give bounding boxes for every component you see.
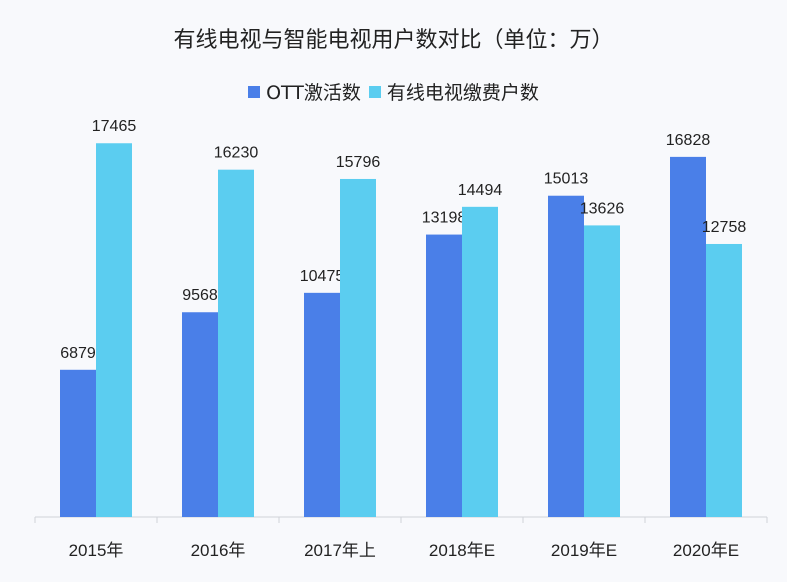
legend-swatch-ott bbox=[248, 85, 261, 98]
data-label-ott: 6879 bbox=[60, 345, 96, 362]
bar-ott bbox=[670, 156, 706, 517]
bar-ott bbox=[426, 234, 462, 517]
data-label-cable: 13626 bbox=[580, 200, 625, 217]
data-label-cable: 12758 bbox=[702, 219, 747, 236]
bar-cable bbox=[584, 225, 620, 517]
bar-cable bbox=[218, 169, 254, 518]
data-label-ott: 9568 bbox=[182, 287, 218, 304]
x-tick-label: 2019年E bbox=[551, 541, 617, 560]
x-tick-label: 2020年E bbox=[673, 541, 739, 560]
data-label-ott: 10475 bbox=[300, 268, 345, 285]
data-label-cable: 17465 bbox=[92, 118, 137, 135]
bar-ott bbox=[304, 292, 340, 517]
bar-ott bbox=[60, 369, 96, 517]
chart-title: 有线电视与智能电视用户数对比（单位：万） bbox=[173, 28, 614, 53]
data-label-ott: 13198 bbox=[422, 210, 467, 227]
bar-ott bbox=[548, 195, 584, 517]
legend-item-ott: OTT激活数 bbox=[248, 78, 361, 105]
x-tick-label: 2018年E bbox=[429, 541, 495, 560]
legend-label-cable: 有线电视缴费户数 bbox=[386, 82, 539, 104]
data-label-ott: 15013 bbox=[544, 171, 589, 188]
x-tick-label: 2015年 bbox=[69, 541, 124, 560]
data-label-cable: 16230 bbox=[214, 145, 259, 162]
legend: OTT激活数 有线电视缴费户数 bbox=[0, 78, 787, 105]
legend-item-cable: 有线电视缴费户数 bbox=[368, 78, 539, 105]
x-tick-label: 2016年 bbox=[191, 541, 246, 560]
legend-swatch-cable bbox=[368, 85, 381, 98]
data-label-cable: 15796 bbox=[336, 154, 381, 171]
data-label-ott: 16828 bbox=[666, 132, 711, 149]
bar-ott bbox=[182, 312, 218, 517]
data-label-cable: 14494 bbox=[458, 182, 503, 199]
x-tick-label: 2017年上 bbox=[304, 541, 376, 560]
legend-label-ott: OTT激活数 bbox=[266, 82, 361, 104]
bar-cable bbox=[706, 243, 742, 517]
bar-cable bbox=[96, 143, 132, 517]
bar-cable bbox=[340, 178, 376, 517]
bar-cable bbox=[462, 206, 498, 517]
